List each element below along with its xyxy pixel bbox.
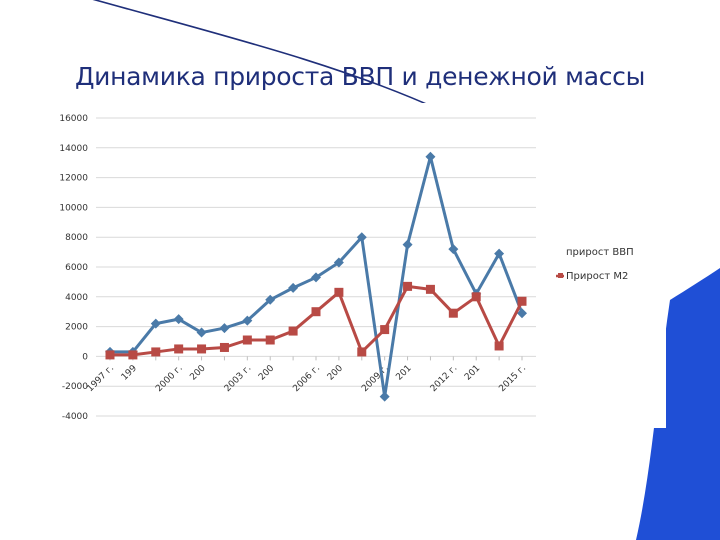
- chart-area: 16000 14000 12000 10000 8000 6000 4000 2000 0 -20…: [44, 103, 666, 428]
- data-point-m2: [471, 292, 481, 302]
- data-point-m2: [219, 342, 229, 352]
- y-tick-label: 0: [82, 352, 88, 362]
- x-tick-label: 200: [257, 363, 276, 382]
- legend-entry: Прирост М2: [566, 271, 628, 282]
- data-point-vvp: [402, 239, 413, 250]
- line-chart: 16000 14000 12000 10000 8000 6000 4000 2000 0 -20…: [59, 114, 634, 422]
- data-point-m2: [380, 325, 390, 335]
- data-point-m2: [311, 307, 321, 317]
- data-point-vvp: [494, 248, 505, 259]
- data-point-vvp: [379, 391, 390, 402]
- data-point-vvp: [356, 232, 367, 243]
- x-tick-label: 2003 г.: [223, 363, 254, 394]
- legend-entry: прирост ВВП: [566, 247, 634, 258]
- data-point-m2: [448, 308, 458, 318]
- y-tick-label: 10000: [59, 203, 88, 213]
- x-tick-label: 200: [188, 363, 207, 382]
- data-point-vvp: [150, 318, 161, 329]
- right-blue-wave-decoration: [636, 268, 720, 540]
- y-tick-label: 12000: [59, 174, 88, 184]
- data-point-m2: [288, 326, 298, 336]
- y-tick-label: 6000: [65, 263, 88, 273]
- data-point-vvp: [425, 151, 436, 162]
- x-tick-label: 201: [394, 363, 413, 382]
- data-point-vvp: [311, 272, 321, 283]
- data-point-m2: [357, 347, 367, 357]
- legend-marker-m2-square: [558, 273, 563, 278]
- data-point-vvp: [265, 294, 276, 305]
- x-tick-label: 199: [120, 363, 139, 382]
- y-tick-label: -2000: [62, 382, 88, 392]
- data-point-m2: [265, 335, 275, 345]
- data-point-m2: [517, 296, 527, 306]
- slide-title: Динамика прироста ВВП и денежной массы: [74, 62, 646, 91]
- data-point-m2: [151, 347, 161, 357]
- data-point-vvp: [196, 327, 207, 338]
- top-arc-decoration: [92, 0, 441, 111]
- data-point-vvp: [333, 257, 344, 268]
- data-point-m2: [128, 350, 138, 360]
- data-point-m2: [242, 335, 252, 345]
- x-tick-label: 200: [326, 363, 345, 382]
- data-point-m2: [403, 281, 413, 291]
- data-point-vvp: [448, 244, 459, 255]
- y-tick-label: -4000: [62, 412, 88, 422]
- y-tick-label: 2000: [65, 323, 88, 333]
- data-point-vvp: [173, 314, 184, 325]
- data-point-vvp: [288, 282, 299, 293]
- y-tick-label: 8000: [65, 233, 88, 243]
- data-point-m2: [197, 344, 207, 354]
- data-point-vvp: [517, 308, 527, 319]
- data-point-m2: [425, 284, 435, 294]
- x-tick-label: 2015 г.: [497, 363, 528, 394]
- data-point-m2: [174, 344, 184, 354]
- data-point-m2: [105, 350, 115, 360]
- data-point-vvp: [219, 323, 230, 334]
- x-tick-label: 201: [463, 363, 482, 382]
- data-point-vvp: [242, 315, 253, 326]
- data-point-m2: [334, 287, 344, 297]
- x-tick-label: 2006 г.: [291, 363, 322, 394]
- x-tick-label: 1997 г.: [85, 363, 116, 394]
- data-point-m2: [494, 341, 504, 351]
- y-tick-label: 14000: [59, 144, 88, 154]
- y-tick-label: 16000: [59, 114, 88, 124]
- x-tick-label: 2000 г.: [154, 363, 185, 394]
- y-tick-label: 4000: [65, 293, 88, 303]
- x-tick-label: 2012 г.: [429, 363, 460, 394]
